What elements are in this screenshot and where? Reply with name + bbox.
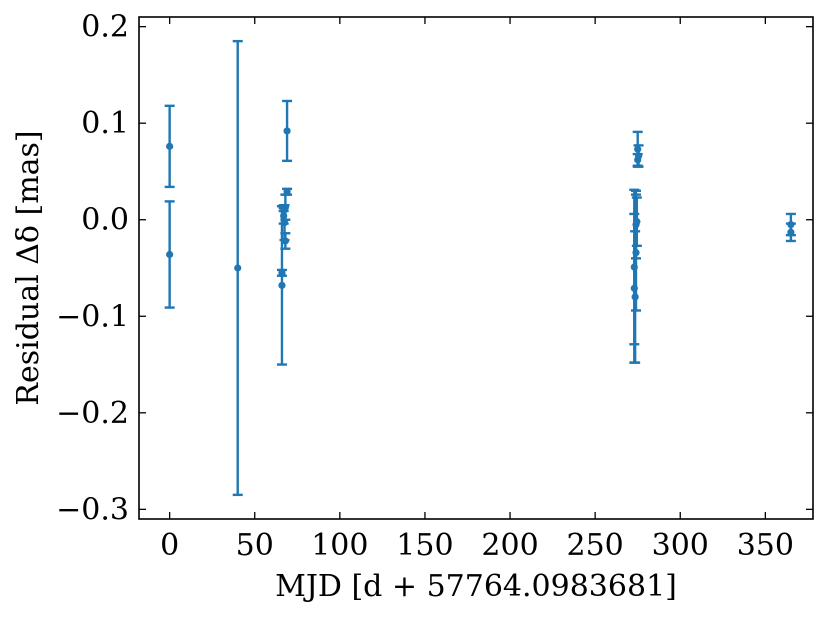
point-marker [234, 264, 242, 272]
y-tick-label: −0.3 [56, 492, 129, 527]
x-tick-label: 200 [481, 528, 538, 563]
point-marker [281, 237, 289, 245]
point-marker [634, 152, 643, 160]
x-tick-label: 50 [236, 528, 274, 563]
data-point [633, 144, 644, 168]
data-point [276, 268, 287, 277]
plot-frame [138, 16, 814, 520]
point-marker [283, 127, 291, 135]
x-axis-label: MJD [d + 57764.0983681] [275, 569, 677, 604]
data-point [631, 196, 642, 247]
data-point [282, 187, 293, 196]
x-tick-label: 150 [396, 528, 453, 563]
point-marker [281, 203, 289, 211]
data-point [785, 222, 796, 243]
data-point [282, 99, 293, 163]
data-points [164, 39, 796, 497]
point-marker [787, 228, 795, 236]
data-point [280, 232, 291, 250]
point-marker [633, 218, 641, 226]
x-tick-label: 0 [160, 528, 179, 563]
point-marker [166, 250, 174, 259]
y-tick-label: 0.1 [81, 106, 129, 141]
y-tick-label: 0.0 [81, 203, 129, 238]
point-marker [278, 281, 286, 289]
y-tick-label: −0.2 [56, 396, 129, 431]
y-axis-ticks: −0.3 −0.2 −0.1 0.0 0.1 0.2 [56, 10, 813, 527]
x-tick-label: 300 [652, 528, 709, 563]
y-tick-label: −0.1 [56, 299, 129, 334]
point-marker [166, 142, 174, 150]
point-marker [283, 188, 291, 196]
point-marker [278, 269, 286, 277]
data-point [164, 200, 175, 309]
x-tick-label: 350 [737, 528, 794, 563]
x-tick-label: 250 [567, 528, 624, 563]
y-axis-label: Residual Δδ [mas] [11, 130, 46, 405]
x-tick-label: 100 [311, 528, 368, 563]
x-axis-ticks: 0 50 100 150 200 250 300 350 [160, 17, 794, 563]
y-tick-label: 0.2 [81, 10, 129, 45]
data-point [232, 39, 243, 497]
data-point [164, 104, 175, 189]
